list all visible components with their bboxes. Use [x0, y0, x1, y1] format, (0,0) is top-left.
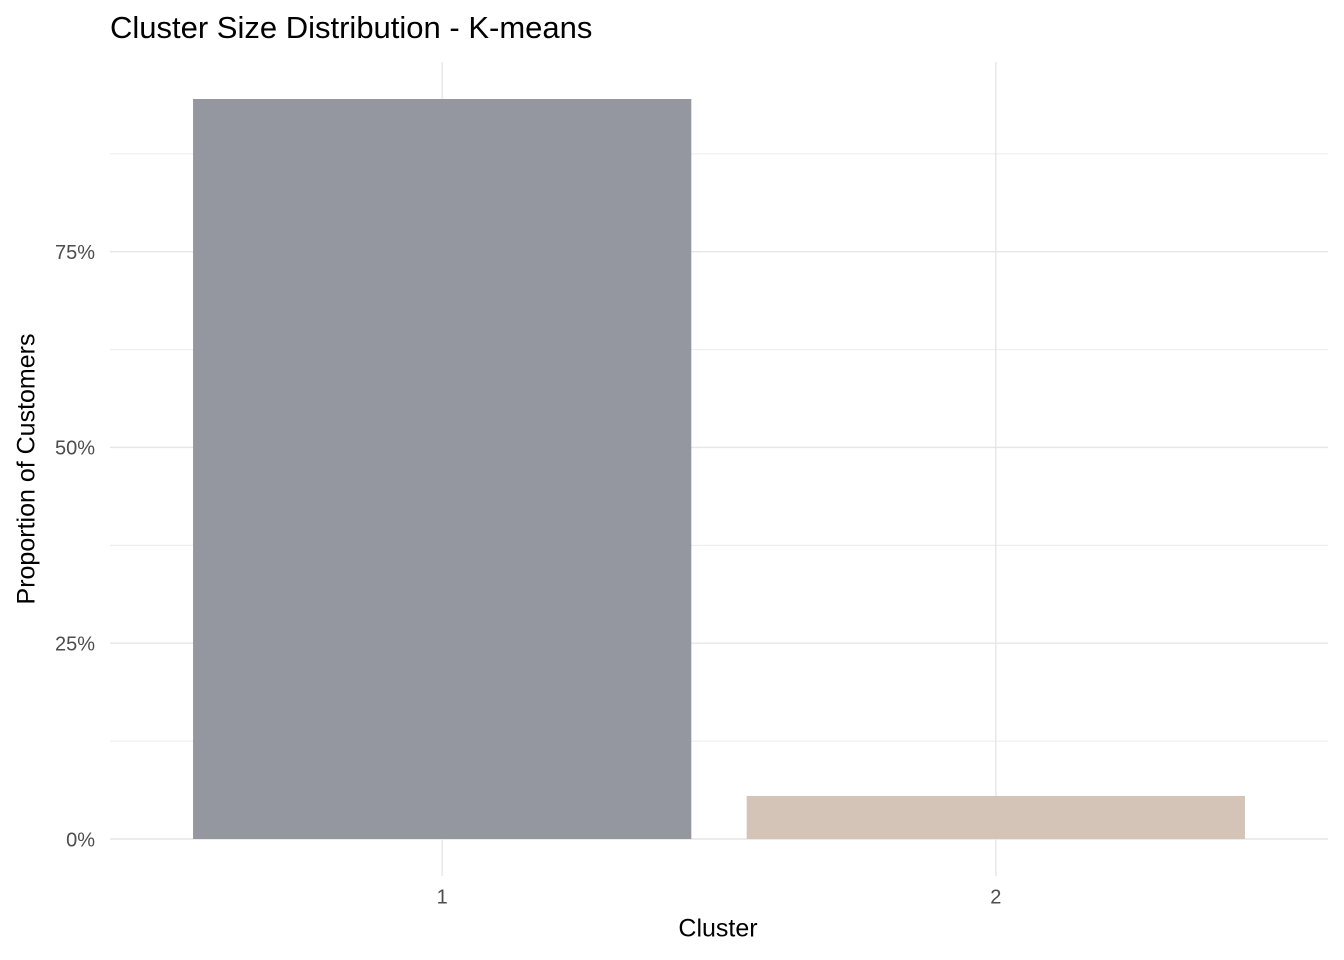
y-tick-label: 0% — [66, 829, 95, 851]
x-tick-label: 1 — [437, 886, 448, 908]
bar — [193, 99, 692, 839]
bar — [746, 795, 1245, 839]
x-axis-title: Cluster — [678, 915, 757, 943]
y-tick-label: 75% — [55, 242, 95, 264]
y-tick-label: 25% — [55, 634, 95, 656]
y-tick-label: 50% — [55, 438, 95, 460]
chart-title: Cluster Size Distribution - K-means — [110, 10, 592, 45]
y-axis-title: Proportion of Customers — [13, 334, 41, 605]
x-tick-label: 2 — [990, 886, 1001, 908]
